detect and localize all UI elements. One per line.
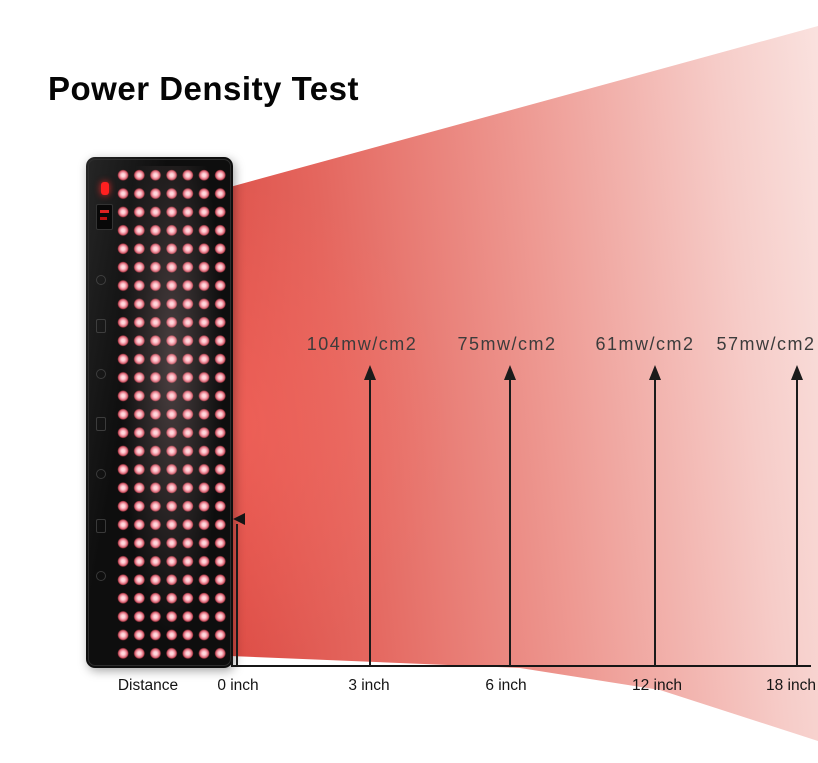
led-therapy-panel xyxy=(86,157,233,668)
distance-tick-label: 0 inch xyxy=(217,677,259,694)
panel-control-display xyxy=(96,204,113,230)
page-title: Power Density Test xyxy=(48,70,359,107)
zero-distance-line xyxy=(236,524,238,666)
measurement-arrow-line xyxy=(654,379,656,666)
measurement-arrow-up-icon xyxy=(504,365,516,380)
measurement-arrow-up-icon xyxy=(364,365,376,380)
distance-tick-label: 6 inch xyxy=(485,677,527,694)
panel-surface-pointer-icon xyxy=(233,513,245,525)
power-density-value: 75mw/cm2 xyxy=(457,334,557,354)
panel-rail-icon xyxy=(96,519,106,533)
power-density-value: 57mw/cm2 xyxy=(716,334,816,354)
measurement-arrow-line xyxy=(796,379,798,666)
panel-rail-icon xyxy=(96,319,106,333)
measurement-arrow-line xyxy=(369,379,371,666)
power-indicator-light-icon xyxy=(101,182,109,195)
distance-tick-label: 12 inch xyxy=(632,677,682,694)
measurement-arrow-up-icon xyxy=(649,365,661,380)
panel-rail-icon xyxy=(96,369,106,379)
measurement-arrow-line xyxy=(509,379,511,666)
power-density-value: 104mw/cm2 xyxy=(306,334,418,354)
panel-rail-icon xyxy=(96,571,106,581)
ruler-tick-0in xyxy=(231,656,233,667)
panel-rail-icon xyxy=(96,469,106,479)
distance-tick-label: 3 inch xyxy=(348,677,390,694)
led-grid xyxy=(115,166,228,659)
distance-axis-label: Distance xyxy=(117,677,179,694)
distance-ruler-line xyxy=(231,665,811,667)
power-density-value: 61mw/cm2 xyxy=(595,334,695,354)
panel-rail-icon xyxy=(96,417,106,431)
measurement-arrow-up-icon xyxy=(791,365,803,380)
panel-rail-icon xyxy=(96,275,106,285)
distance-tick-label: 18 inch xyxy=(766,677,816,694)
